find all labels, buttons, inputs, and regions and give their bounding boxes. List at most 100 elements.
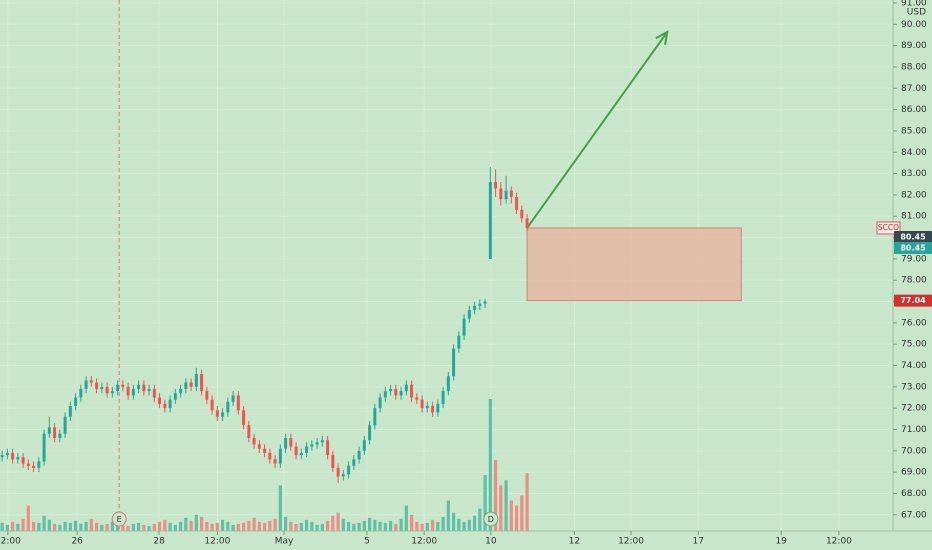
candle-body xyxy=(473,305,477,311)
grid xyxy=(0,0,893,531)
volume-bar xyxy=(436,521,440,531)
candle-body xyxy=(420,399,424,409)
volume-bar xyxy=(294,523,298,531)
candle-body xyxy=(95,382,99,389)
y-tick-label: 90.00 xyxy=(901,20,927,30)
volume-bar xyxy=(189,520,193,531)
candle-body xyxy=(184,382,188,389)
volume-bar xyxy=(362,520,366,531)
volume-bar xyxy=(136,522,141,531)
x-tick-label: 5 xyxy=(364,537,370,547)
candle-body xyxy=(63,416,67,434)
volume-bar xyxy=(462,521,466,531)
candle-body xyxy=(404,384,408,392)
candle-body xyxy=(32,465,36,468)
candle-body xyxy=(53,427,57,439)
volume-bar xyxy=(236,523,240,531)
candle-body xyxy=(315,442,319,445)
candle-body xyxy=(0,455,4,458)
volume-bar xyxy=(520,495,524,531)
volume-bar xyxy=(399,518,403,531)
x-tick-label: 26 xyxy=(71,537,83,547)
candle-body xyxy=(425,406,429,409)
volume-bar xyxy=(394,523,398,531)
candle-body xyxy=(26,463,30,466)
candle-body xyxy=(378,397,382,409)
y-tick-label: 68.00 xyxy=(901,489,927,499)
candle-body xyxy=(205,391,209,400)
currency: USD xyxy=(907,8,926,18)
volume-bar xyxy=(446,500,450,531)
symbol-label: SCCO xyxy=(878,223,899,232)
x-tick-label: 28 xyxy=(153,537,165,547)
volume-bar xyxy=(525,473,529,531)
candle-body xyxy=(362,440,366,451)
arrow-head xyxy=(655,30,669,45)
volume-bar xyxy=(226,521,230,531)
candle-body xyxy=(79,388,83,398)
volume-bar xyxy=(37,522,41,531)
event-marker[interactable] xyxy=(483,511,499,527)
y-tick-label: 81.00 xyxy=(901,212,927,222)
candle-body xyxy=(236,395,240,411)
candle-body xyxy=(163,403,167,409)
candle-body xyxy=(525,218,529,228)
zone-rectangle xyxy=(526,227,742,302)
volume-bar xyxy=(42,515,46,531)
candle-body xyxy=(410,384,414,398)
candle-body xyxy=(268,452,272,460)
candle-body xyxy=(152,388,156,398)
candle-body xyxy=(320,440,324,443)
volume-bar xyxy=(220,519,225,531)
volume-bar xyxy=(94,522,99,531)
x-tick-label: 12:00 xyxy=(411,537,437,547)
volume-bar xyxy=(247,520,251,531)
candle-body xyxy=(368,425,372,441)
volume-bar xyxy=(451,512,456,531)
candle-body xyxy=(336,467,340,477)
x-tick-label: 12:00 xyxy=(826,537,852,547)
trend-arrow xyxy=(526,31,669,229)
symbol-tag xyxy=(876,221,901,235)
candle-body xyxy=(305,446,309,453)
volume-bar xyxy=(493,459,498,531)
candle-body xyxy=(373,408,377,426)
volume-bar xyxy=(205,521,209,531)
price-label: 77.04 xyxy=(900,296,926,305)
candle-body xyxy=(189,382,193,387)
candle-body xyxy=(415,397,419,400)
candle-body xyxy=(383,391,387,398)
volume-bar xyxy=(5,524,9,531)
price-label-box xyxy=(894,230,932,243)
volume-bar xyxy=(457,518,461,531)
candle-body xyxy=(68,406,72,417)
volume-bar xyxy=(252,517,256,531)
candle-body xyxy=(242,410,246,426)
candle-body xyxy=(467,310,471,319)
candle-body xyxy=(483,301,487,304)
volume-bar xyxy=(346,521,351,531)
volume-bar xyxy=(100,524,104,531)
volume-bar xyxy=(126,525,130,531)
volume-bar xyxy=(278,485,282,531)
y-tick-label: 74.00 xyxy=(901,361,927,371)
candle-body xyxy=(273,459,277,464)
volume-bar xyxy=(105,523,109,531)
volume-bar xyxy=(331,515,335,531)
volume-pane xyxy=(0,399,529,531)
volume-bar xyxy=(52,523,57,531)
candle-body xyxy=(131,388,135,396)
volume-bar xyxy=(142,524,146,531)
candle-body xyxy=(289,438,293,447)
candle-body xyxy=(5,452,9,456)
volume-bar xyxy=(483,475,487,531)
volume-bar xyxy=(441,516,445,531)
volume-bar xyxy=(352,523,356,531)
candle-body xyxy=(504,190,508,200)
event-marker[interactable] xyxy=(111,511,127,527)
candle-body xyxy=(137,384,141,389)
volume-bar xyxy=(47,519,51,531)
y-tick-label: 91.00 xyxy=(901,0,927,8)
volume-bar xyxy=(499,485,503,531)
